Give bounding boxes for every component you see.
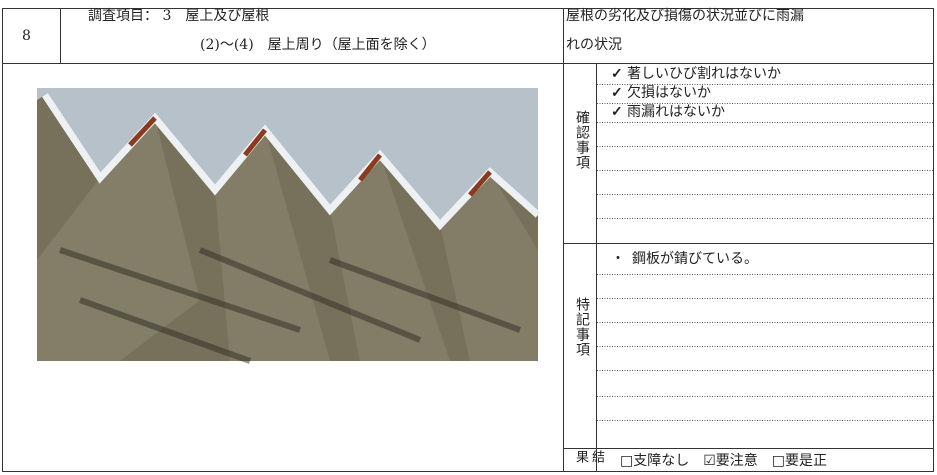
check-mark: ✓: [611, 104, 623, 120]
note-item: 鋼板が錆びている。: [632, 251, 758, 267]
note-mark: ・: [611, 251, 625, 267]
check-mark: ✓: [611, 66, 623, 82]
check-item: 著しいひび割れはないか: [627, 66, 781, 82]
topic-line: れの状況: [566, 37, 622, 53]
result-option: □支障なし: [620, 453, 690, 469]
check-label: 確認事項: [574, 110, 590, 170]
notes-label: 特記事項: [574, 297, 590, 357]
result-options: □支障なし ☑要注意 □要是正: [620, 452, 827, 470]
check-item: 雨漏れはないか: [627, 104, 725, 120]
dotted-rules: [597, 84, 933, 421]
photo: [37, 88, 541, 364]
item-number: 8: [22, 28, 31, 44]
borders: [2, 8, 934, 472]
result-option: □要是正: [771, 453, 828, 469]
check-item: 欠損はないか: [627, 85, 711, 101]
check-mark: ✓: [611, 85, 623, 101]
item-title: 調査項目： 3 屋上及び屋根: [88, 8, 270, 24]
result-label: 結果: [573, 450, 604, 464]
result-option: ☑要注意: [703, 453, 758, 469]
item-subtitle: (2)～(4) 屋上周り（屋上面を除く）: [200, 37, 436, 53]
topic-line: 屋根の劣化及び損傷の状況並びに雨漏: [566, 8, 804, 24]
